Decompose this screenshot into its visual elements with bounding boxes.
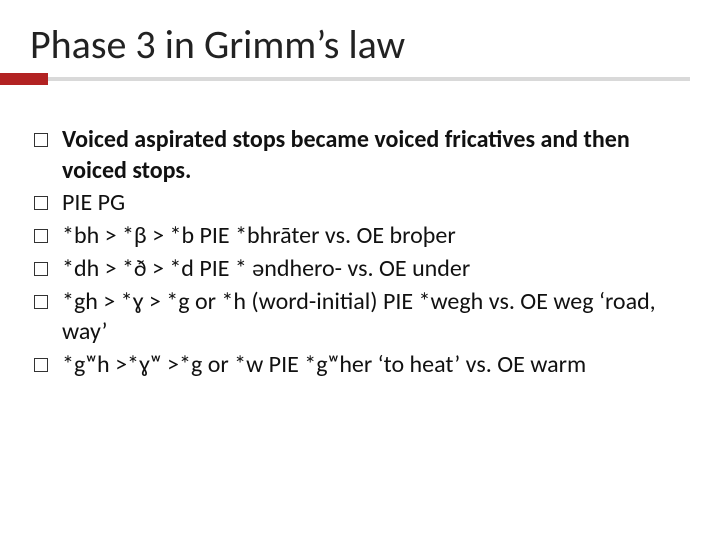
bullet-list: Voiced aspirated stops became voiced fri… <box>30 125 690 381</box>
list-item: *dh > *ð > *d PIE * əndhero- vs. OE unde… <box>30 254 690 285</box>
title-rule <box>30 77 690 81</box>
bullet-text: *gh > *ɣ > *g or *h (word-initial) PIE *… <box>62 287 656 347</box>
content-area: Voiced aspirated stops became voiced fri… <box>30 125 690 381</box>
slide-title: Phase 3 in Grimm’s law <box>30 20 690 69</box>
list-item: *bh > *β > *b PIE *bhrāter vs. OE broþer <box>30 221 690 252</box>
bullet-text: *dh > *ð > *d PIE * əndhero- vs. OE unde… <box>62 254 470 283</box>
bullet-text: *bh > *β > *b PIE *bhrāter vs. OE broþer <box>62 221 456 250</box>
bullet-text: Voiced aspirated stops became voiced fri… <box>62 125 630 185</box>
slide: Phase 3 in Grimm’s law Voiced aspirated … <box>0 0 720 540</box>
list-item: Voiced aspirated stops became voiced fri… <box>30 125 690 186</box>
list-item: *gʷh >*ɣʷ >*g or *w PIE *gʷher ‘to heat’… <box>30 350 690 381</box>
bullet-text: *gʷh >*ɣʷ >*g or *w PIE *gʷher ‘to heat’… <box>62 350 586 379</box>
bullet-text: PIE PG <box>62 188 125 217</box>
list-item: PIE PG <box>30 188 690 219</box>
accent-bar <box>0 73 48 85</box>
list-item: *gh > *ɣ > *g or *h (word-initial) PIE *… <box>30 287 690 348</box>
